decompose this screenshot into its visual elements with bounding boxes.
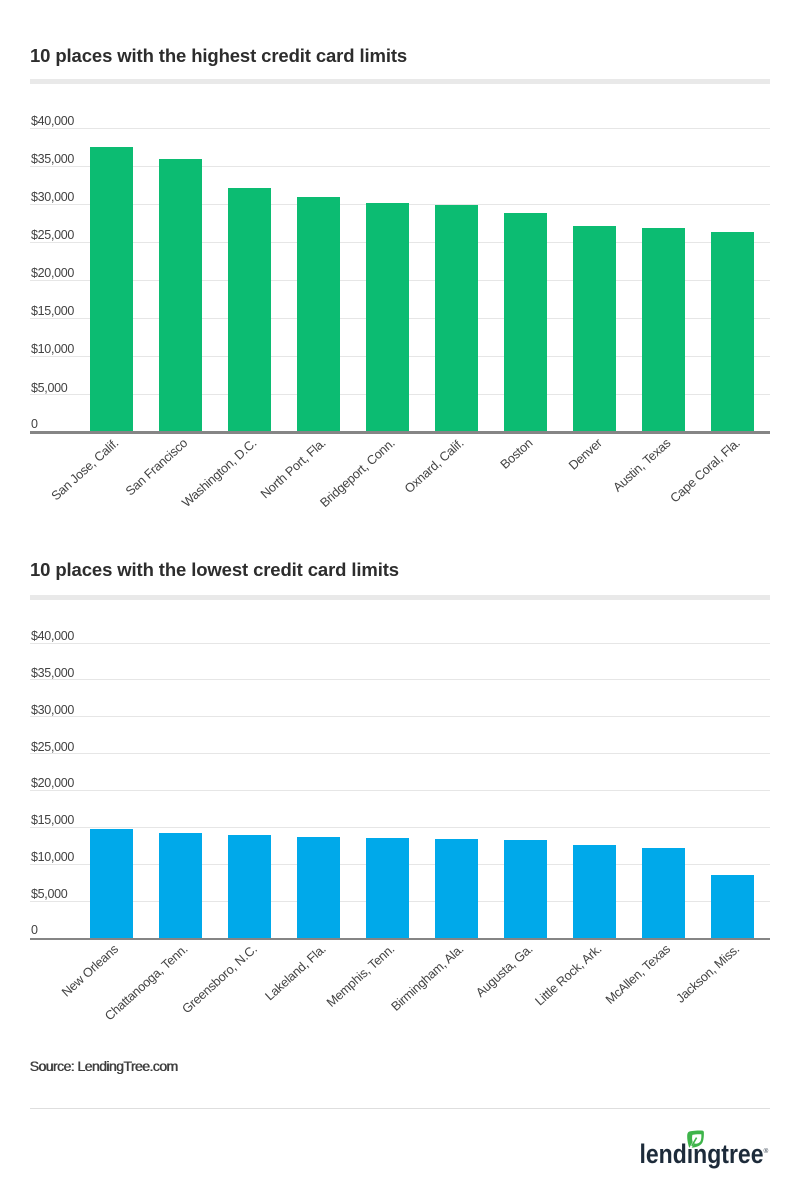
svg-text:lendıngtree: lendıngtree bbox=[640, 1139, 764, 1169]
svg-text:®: ® bbox=[764, 1147, 769, 1155]
